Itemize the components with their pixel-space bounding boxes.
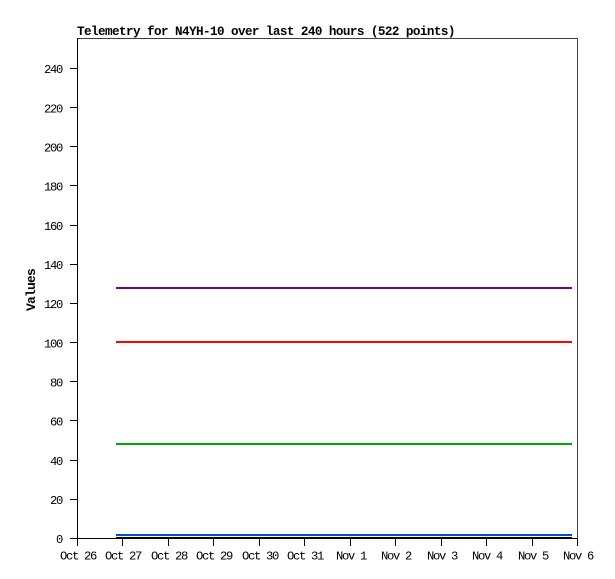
svg-text:180: 180 [44,181,63,195]
svg-text:100: 100 [44,338,63,352]
svg-text:Nov 1: Nov 1 [336,550,367,564]
svg-text:140: 140 [44,259,63,273]
svg-text:Oct 27: Oct 27 [105,550,142,564]
svg-text:40: 40 [50,455,63,469]
svg-text:0: 0 [56,533,63,547]
svg-text:Oct 30: Oct 30 [242,550,279,564]
svg-text:Nov 3: Nov 3 [427,550,458,564]
svg-text:80: 80 [50,377,63,391]
svg-text:200: 200 [44,142,63,156]
svg-text:220: 220 [44,103,63,117]
svg-text:Nov 2: Nov 2 [381,550,412,564]
svg-text:160: 160 [44,220,63,234]
svg-text:60: 60 [50,416,63,430]
svg-text:Values: Values [24,268,39,311]
svg-text:Nov 6: Nov 6 [563,550,594,564]
svg-text:Oct 26: Oct 26 [60,550,97,564]
svg-text:120: 120 [44,298,63,312]
svg-text:Oct 29: Oct 29 [196,550,233,564]
svg-text:Oct 31: Oct 31 [287,550,324,564]
svg-text:20: 20 [50,494,63,508]
svg-text:240: 240 [44,63,63,77]
svg-text:Oct 28: Oct 28 [151,550,188,564]
svg-text:Nov 5: Nov 5 [518,550,549,564]
svg-text:Telemetry for N4YH-10 over las: Telemetry for N4YH-10 over last 240 hour… [77,25,455,39]
svg-text:Nov 4: Nov 4 [472,550,503,564]
